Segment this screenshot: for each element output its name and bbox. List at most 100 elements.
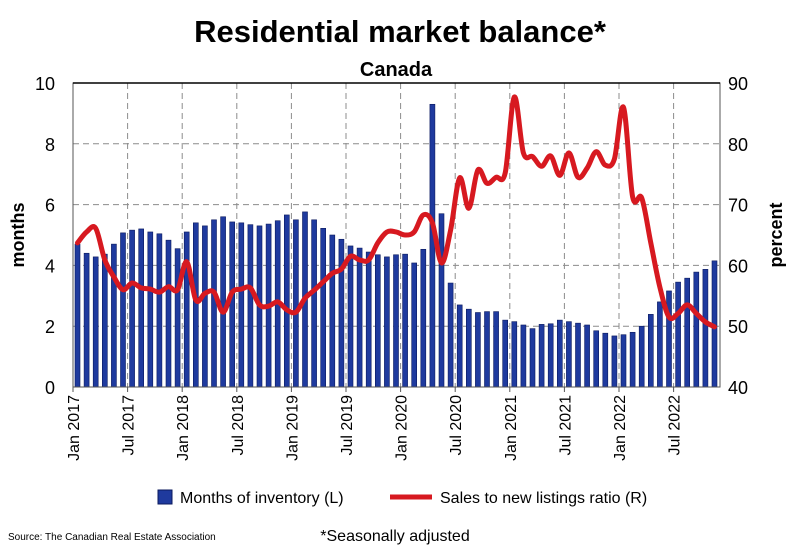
inventory-bar [456,304,463,388]
inventory-bar [338,238,345,388]
x-tick-label: Jan 2020 [394,395,411,461]
inventory-bar [629,331,636,388]
inventory-bar [620,334,627,388]
x-tick-label: Jul 2018 [230,395,247,456]
x-tick-label: Jan 2018 [175,395,192,461]
inventory-bar [429,103,436,388]
inventory-bar [365,251,372,388]
inventory-bar [384,256,390,388]
inventory-bar [529,328,536,388]
x-tick-label: Jul 2020 [448,395,465,456]
inventory-bar [657,301,663,388]
y-tick-right-label: 40 [728,378,748,398]
inventory-bar [247,224,254,388]
inventory-bar [293,219,299,388]
chart-subtitle: Canada [360,59,433,81]
inventory-bar [147,231,154,388]
inventory-bar [484,311,490,388]
y-tick-left-label: 8 [45,135,55,155]
seasonal-note: *Seasonally adjusted [320,528,469,545]
x-tick-label: Jul 2019 [339,395,356,456]
inventory-bar [211,219,217,388]
inventory-bar [347,245,354,388]
inventory-bar [465,308,472,388]
x-tick-label: Jul 2022 [667,395,684,456]
inventory-bar [638,325,645,388]
inventory-bar [520,324,527,388]
inventory-bar [229,221,235,388]
inventory-bar [538,324,545,388]
inventory-bar [202,225,208,388]
legend-swatch-bars [157,489,173,505]
x-tick-label: Jan 2017 [66,395,83,461]
inventory-bar [165,239,172,388]
inventory-bar [511,321,518,388]
sales-to-listings-line [75,94,717,330]
inventory-bar [193,222,199,388]
inventory-bar [611,335,618,388]
inventory-bar [220,216,226,388]
y-tick-left-label: 4 [45,256,55,276]
inventory-bar [593,330,600,388]
y-axis-right-label: percent [766,202,786,267]
inventory-bar [329,234,336,388]
inventory-bar [120,232,126,388]
inventory-bar [402,253,408,388]
inventory-bar [283,214,290,388]
inventory-bar [102,253,108,388]
inventory-bar [447,282,454,388]
inventory-bar [174,248,181,388]
inventory-bar [356,247,363,388]
inventory-bar [411,262,418,388]
inventory-bar [566,321,572,388]
inventory-bar [684,277,691,388]
inventory-bar [647,314,654,388]
source-note: Source: The Canadian Real Estate Associa… [8,532,216,543]
inventory-bar [547,323,554,388]
inventory-bar [584,324,590,388]
y-tick-right-label: 90 [728,74,748,94]
inventory-bar [693,271,700,388]
inventory-bar [702,269,709,388]
y-tick-right-label: 60 [728,256,748,276]
chart-title: Residential market balance* [194,14,607,49]
x-tick-label: Jul 2017 [121,395,138,456]
inventory-bar [183,231,190,388]
inventory-bar [74,243,81,388]
inventory-bar [393,254,399,388]
y-tick-left-label: 6 [45,196,55,216]
inventory-bar [666,290,672,388]
x-tick-label: Jul 2021 [557,395,574,456]
y-tick-right-label: 80 [728,135,748,155]
x-tick-label: Jan 2021 [503,395,520,461]
inventory-bar [575,322,581,388]
inventory-bar [475,312,481,388]
inventory-bar [556,319,563,388]
y-tick-left-label: 2 [45,317,55,337]
inventory-bar [156,233,163,388]
y-tick-left-label: 0 [45,378,55,398]
line-series [75,94,717,330]
inventory-bar [92,256,99,388]
legend-label-line: Sales to new listings ratio (R) [440,490,647,507]
x-tick-label: Jan 2022 [612,395,629,461]
inventory-bar [502,319,509,388]
bar-series [74,103,718,388]
x-tick-label: Jan 2019 [284,395,301,461]
inventory-bar [238,222,245,388]
inventory-bar [374,254,381,388]
inventory-bar [420,248,427,388]
axes: 0 2 4 6 8 10 40 50 60 70 80 90 Jan 2017 Jul 2017 Jan 2… [35,74,748,461]
inventory-bar [602,332,609,388]
y-axis-left-label: months [8,203,28,268]
inventory-bar [311,219,317,388]
inventory-bar [675,281,681,388]
inventory-bar [438,213,445,388]
y-tick-right-label: 50 [728,317,748,337]
inventory-bar [138,228,144,388]
legend-label-bars: Months of inventory (L) [180,490,344,507]
y-tick-left-label: 10 [35,74,55,94]
inventory-bar [320,228,327,388]
